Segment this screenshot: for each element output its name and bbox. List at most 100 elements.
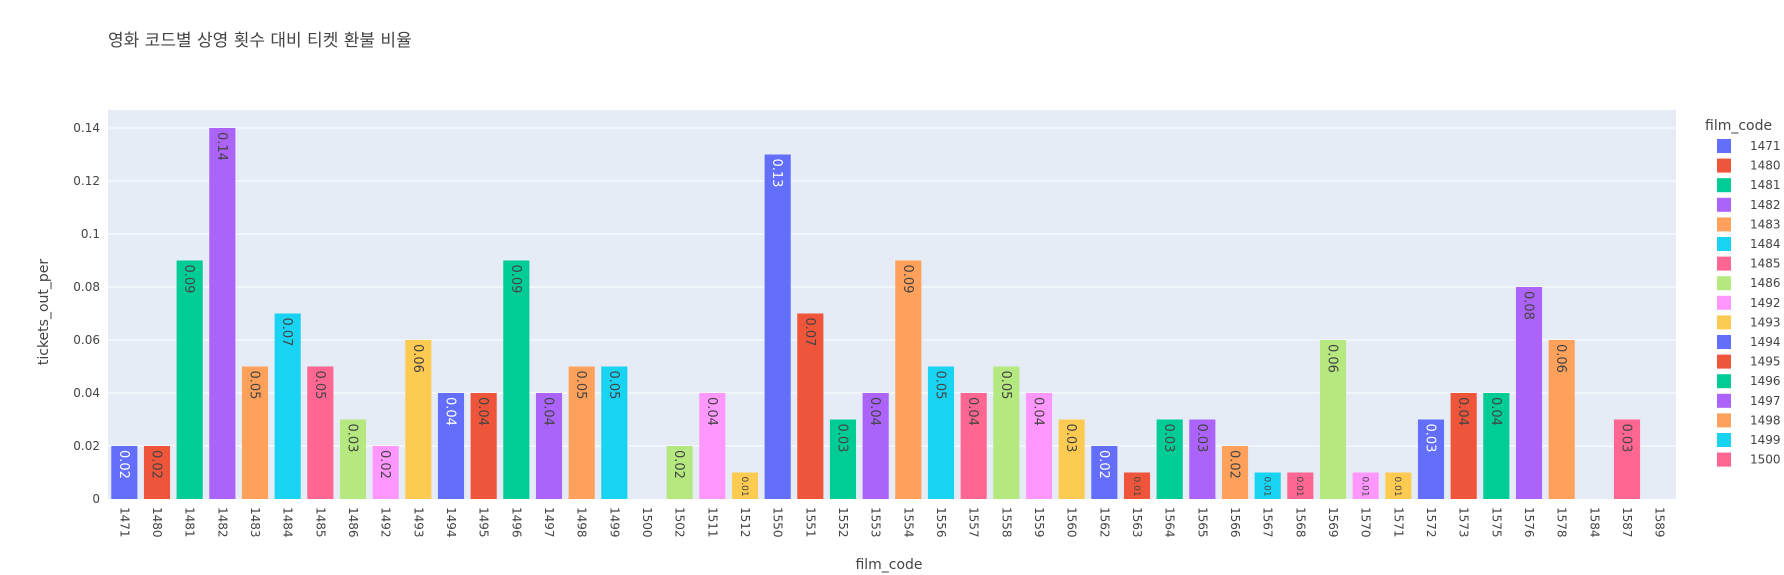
data-label-1550: 0.13 — [769, 159, 784, 188]
bar-1568 — [1287, 472, 1314, 499]
legend-label[interactable]: 1500 — [1750, 453, 1781, 467]
data-label-1587: 0.03 — [1618, 424, 1633, 453]
x-tick-label: 1560 — [1065, 507, 1079, 538]
data-label-1573: 0.04 — [1455, 397, 1470, 426]
legend-label[interactable]: 1492 — [1750, 296, 1781, 310]
data-label-1495: 0.04 — [475, 397, 490, 426]
legend-swatch[interactable] — [1717, 393, 1731, 408]
gridlines — [108, 127, 1676, 447]
data-label-1492: 0.02 — [377, 450, 392, 479]
legend-label[interactable]: 1495 — [1750, 355, 1781, 369]
legend-swatch[interactable] — [1717, 217, 1731, 232]
y-axis-ticks: 0 0.02 0.04 0.06 0.08 0.1 0.12 0.14 — [73, 121, 100, 506]
data-label-1559: 0.04 — [1030, 397, 1045, 426]
legend-label[interactable]: 1496 — [1750, 374, 1781, 388]
legend-swatch[interactable] — [1717, 433, 1731, 447]
bar-1575 — [1483, 393, 1510, 499]
bar-1498 — [568, 366, 595, 499]
legend-swatch[interactable] — [1717, 315, 1731, 330]
bar-1563 — [1123, 472, 1151, 499]
legend-swatch[interactable] — [1717, 374, 1731, 389]
bar-1558 — [993, 366, 1020, 499]
legend-title: film_code — [1705, 118, 1772, 134]
bar-1587 — [1613, 419, 1641, 499]
chart-title: 영화 코드별 상영 횟수 대비 티켓 환불 비율 — [108, 31, 412, 51]
x-tick-label: 1483 — [248, 507, 262, 538]
bar-1560 — [1058, 419, 1085, 499]
data-label-1485: 0.05 — [312, 371, 327, 400]
data-label-1568: 0.01 — [1294, 477, 1304, 497]
x-tick-label: 1493 — [411, 507, 425, 538]
x-tick-label: 1496 — [509, 507, 523, 538]
legend-label[interactable]: 1485 — [1750, 257, 1781, 271]
x-tick-label: 1511 — [705, 507, 719, 538]
legend-label[interactable]: 1480 — [1750, 159, 1781, 173]
legend-label[interactable]: 1494 — [1750, 335, 1781, 349]
legend-label[interactable]: 1497 — [1750, 394, 1781, 408]
x-tick-label: 1575 — [1489, 507, 1503, 538]
bar-1481 — [176, 260, 203, 499]
x-tick-label: 1566 — [1228, 507, 1242, 538]
data-label-1569: 0.06 — [1324, 344, 1339, 373]
data-label-1481: 0.09 — [181, 265, 196, 294]
legend-swatch[interactable] — [1717, 452, 1731, 467]
legend-swatch[interactable] — [1717, 354, 1731, 369]
legend-swatch[interactable] — [1717, 158, 1731, 173]
legend-swatch[interactable] — [1717, 197, 1731, 212]
x-tick-label: 1502 — [673, 507, 687, 538]
bar-1567 — [1254, 472, 1281, 499]
legend-swatch[interactable] — [1717, 256, 1731, 271]
legend-swatch[interactable] — [1717, 178, 1731, 193]
x-tick-label: 1569 — [1326, 507, 1340, 538]
bar-1576 — [1515, 287, 1543, 499]
data-label-1554: 0.09 — [900, 265, 915, 294]
data-label-1575: 0.04 — [1488, 397, 1503, 426]
data-label-1552: 0.03 — [834, 424, 849, 453]
legend-swatch[interactable] — [1717, 295, 1731, 310]
legend-label[interactable]: 1493 — [1750, 315, 1781, 329]
bar-1570 — [1352, 472, 1379, 499]
data-label-1494: 0.04 — [442, 397, 457, 426]
x-tick-label: 1485 — [313, 507, 327, 538]
bar-1486 — [339, 419, 367, 499]
legend-label[interactable]: 1484 — [1750, 237, 1781, 251]
legend-label[interactable]: 1499 — [1750, 433, 1781, 447]
legend-label[interactable]: 1483 — [1750, 217, 1781, 231]
x-tick-label: 1557 — [967, 507, 981, 538]
legend-label[interactable]: 1481 — [1750, 178, 1781, 192]
bar-1502 — [666, 446, 693, 499]
data-label-1496: 0.09 — [508, 265, 523, 294]
x-tick-label: 1573 — [1457, 507, 1471, 538]
legend-swatch[interactable] — [1717, 139, 1731, 153]
x-tick-label: 1550 — [771, 507, 785, 538]
data-label-1553: 0.04 — [867, 397, 882, 426]
data-label-1571: 0.01 — [1392, 477, 1402, 497]
legend-label[interactable]: 1482 — [1750, 198, 1781, 212]
legend-label[interactable]: 1498 — [1750, 413, 1781, 427]
bar-1553 — [862, 393, 889, 499]
legend-swatch[interactable] — [1717, 413, 1731, 428]
legend-label[interactable]: 1486 — [1750, 276, 1781, 290]
legend-swatch[interactable] — [1717, 276, 1731, 291]
bar-1573 — [1450, 393, 1477, 499]
data-label-1563: 0.01 — [1131, 477, 1141, 497]
plot-background — [108, 110, 1676, 499]
bar-1484 — [274, 313, 301, 499]
x-tick-label: 1572 — [1424, 507, 1438, 538]
legend-label[interactable]: 1471 — [1750, 139, 1781, 153]
x-tick-label: 1512 — [738, 507, 752, 538]
x-tick-label: 1552 — [836, 507, 850, 538]
x-tick-label: 1486 — [346, 507, 360, 538]
bar-1551 — [797, 313, 824, 499]
legend-swatch[interactable] — [1717, 237, 1731, 251]
bar-1495 — [470, 393, 497, 499]
bar-1557 — [960, 393, 987, 499]
legend-swatch[interactable] — [1717, 335, 1731, 349]
legend-items: 1471 1480 1481 1482 1483 1484 1485 1486 1492 1493… — [1717, 139, 1781, 467]
data-label-1558: 0.05 — [998, 371, 1013, 400]
bars — [111, 128, 1641, 499]
y-axis-title: tickets_out_per — [36, 259, 52, 366]
data-label-1565: 0.03 — [1194, 424, 1209, 453]
bar-1565 — [1189, 419, 1216, 499]
x-tick-label: 1576 — [1522, 507, 1536, 538]
